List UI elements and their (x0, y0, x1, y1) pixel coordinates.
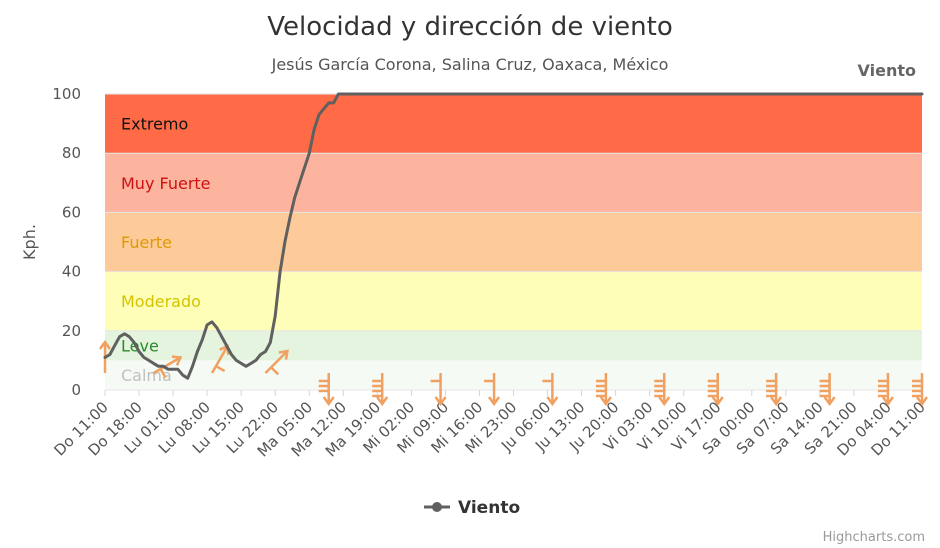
credits-link[interactable]: Highcharts.com (823, 530, 925, 545)
chart-subtitle: Jesús García Corona, Salina Cruz, Oaxaca… (271, 55, 669, 74)
y-tick-label: 60 (62, 203, 81, 221)
band-0 (105, 94, 922, 154)
wind-arrow (372, 373, 389, 407)
wind-arrow (153, 355, 183, 379)
band-4 (105, 330, 922, 361)
wind-arrow (595, 373, 612, 407)
direction-arrows (98, 339, 929, 407)
chart-title: Velocidad y dirección de viento (267, 12, 673, 42)
y-axis-label: Kph. (20, 224, 39, 260)
y-tick-label: 100 (52, 85, 81, 103)
band-label: Extremo (121, 115, 188, 134)
wind-arrow (264, 349, 289, 376)
band-1 (105, 153, 922, 213)
wind-bands (105, 94, 922, 390)
wind-arrow (654, 373, 671, 407)
wind-arrow (430, 373, 447, 407)
wind-arrow (318, 373, 335, 407)
legend[interactable]: Viento (424, 498, 520, 518)
wind-arrow (877, 373, 894, 407)
band-3 (105, 271, 922, 331)
legend-item-viento[interactable]: Viento (458, 498, 520, 518)
band-2 (105, 212, 922, 272)
series-line-0[interactable] (103, 92, 924, 380)
y-tick-label: 20 (62, 322, 81, 340)
y-tick-label: 80 (62, 144, 81, 162)
wind-arrow (542, 373, 559, 407)
legend-marker-icon (432, 502, 442, 512)
band-5 (105, 360, 922, 390)
series-label: Viento (858, 61, 916, 80)
wind-arrow (484, 373, 501, 407)
series-lines: Viento (103, 61, 924, 380)
wind-arrow (819, 373, 836, 407)
y-axis-ticks: 0 20 40 60 80 100 (52, 85, 81, 399)
band-label: Leve (121, 337, 159, 356)
wind-arrow (766, 373, 783, 407)
wind-arrow (707, 373, 724, 407)
band-label: Moderado (121, 292, 201, 311)
wind-arrow (912, 373, 929, 407)
band-label: Muy Fuerte (121, 174, 211, 193)
y-tick-label: 0 (71, 381, 81, 399)
band-label: Fuerte (121, 233, 172, 252)
y-tick-label: 40 (62, 263, 81, 281)
